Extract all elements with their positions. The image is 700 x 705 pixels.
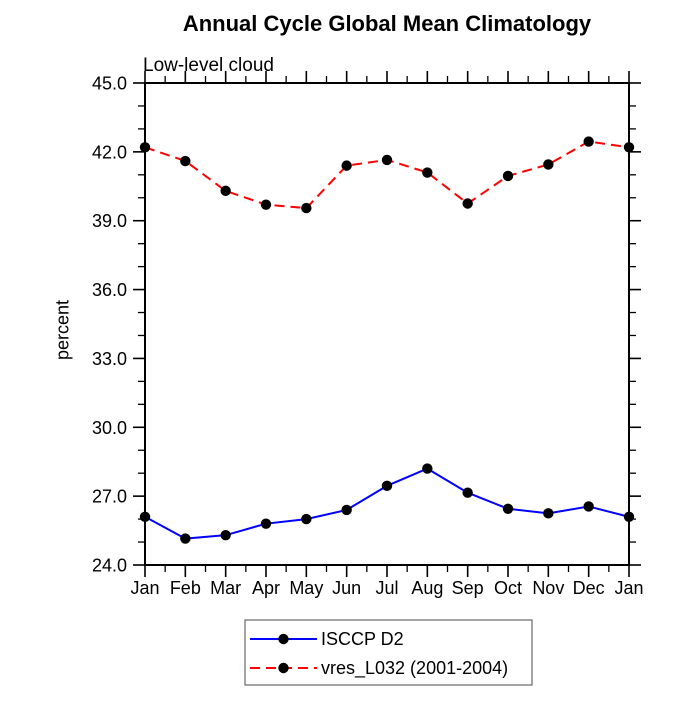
- series-0-marker: [260, 518, 272, 529]
- series-0-marker: [381, 480, 393, 492]
- legend-box: [244, 619, 533, 686]
- chart-title: Annual Cycle Global Mean Climatology: [183, 11, 592, 36]
- series-1-marker: [381, 154, 393, 166]
- series-0-marker: [462, 487, 473, 498]
- series-0-marker: [623, 511, 635, 522]
- series-0-marker: [543, 508, 554, 519]
- y-tick-label: 45.0: [92, 74, 127, 94]
- y-tick-label: 24.0: [92, 556, 127, 576]
- series-1-marker: [543, 159, 554, 170]
- y-tick-label: 36.0: [92, 280, 127, 300]
- x-tick-label: Mar: [210, 578, 241, 598]
- legend-label-series-1: vres_L032 (2001-2004): [321, 658, 508, 679]
- x-tick-label: Jan: [130, 578, 159, 598]
- y-tick-label: 33.0: [92, 349, 127, 369]
- x-tick-label: Jul: [375, 578, 398, 598]
- series-1-marker: [583, 136, 594, 147]
- series-1-marker: [180, 155, 191, 167]
- series-1-marker: [422, 167, 433, 178]
- series-0-marker: [422, 463, 433, 474]
- y-tick-label: 30.0: [92, 418, 127, 438]
- x-tick-label: Jan: [614, 578, 643, 598]
- series-0-marker: [180, 533, 191, 544]
- y-tick-label: 27.0: [92, 487, 127, 507]
- series-0-marker: [583, 501, 594, 512]
- legend-sample-marker-1: [278, 662, 289, 674]
- x-tick-label: Feb: [170, 578, 201, 598]
- x-tick-label: Jun: [332, 578, 361, 598]
- x-tick-label: Aug: [411, 578, 443, 598]
- series-0-marker: [502, 503, 514, 514]
- series-1-marker: [502, 170, 514, 182]
- x-tick-label: Apr: [252, 578, 280, 598]
- legend: ISCCP D2 vres_L032 (2001-2004): [244, 619, 533, 686]
- series-1-marker: [341, 160, 352, 171]
- series-line-0: [144, 467, 630, 540]
- chart-subtitle: Low-level cloud: [143, 55, 274, 76]
- x-tick-label: May: [289, 578, 323, 598]
- series-line-1: [144, 140, 630, 210]
- x-tick-label: Sep: [452, 578, 484, 598]
- series-1-marker: [301, 202, 312, 214]
- series-0-marker: [341, 504, 352, 516]
- series-1-marker: [139, 142, 151, 153]
- x-tick-label: Nov: [532, 578, 564, 598]
- data-series: [139, 136, 635, 544]
- series-1-marker: [260, 199, 272, 210]
- series-1-marker: [462, 198, 473, 209]
- legend-line-samples: [250, 633, 317, 674]
- series-0-marker: [220, 529, 231, 541]
- series-0-marker: [301, 513, 312, 525]
- series-0-marker: [139, 511, 151, 522]
- y-tick-label: 39.0: [92, 211, 127, 231]
- x-tick-label: Oct: [494, 578, 522, 598]
- y-axis-title: percent: [52, 300, 72, 360]
- series-1-marker: [220, 185, 231, 197]
- legend-sample-marker-0: [278, 633, 289, 645]
- y-tick-label: 42.0: [92, 142, 127, 162]
- axes-and-ticks: Jan Feb Mar Apr May Jun Jul Aug Sep Oct Nov Dec Jan2…: [92, 71, 644, 598]
- legend-label-series-0: ISCCP D2: [321, 629, 404, 649]
- x-tick-label: Dec: [573, 578, 605, 598]
- series-1-marker: [623, 142, 635, 153]
